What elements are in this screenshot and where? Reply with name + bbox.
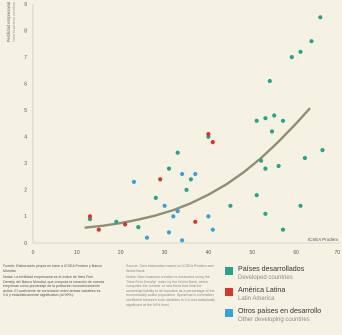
legend-swatch-developed [225,267,233,275]
data-point-developed [309,39,314,44]
source-text-es: Fuente: Elaboración propia en base a ICS… [3,264,103,273]
y-tick-label: 9 [24,2,27,8]
chart-legend: Países desarrollados Developed countries… [225,265,342,328]
data-point-developed [259,158,264,163]
x-axis-caption: ICSEA Prodem [308,237,339,242]
data-point-developing [193,171,198,177]
notes-text-es: Notas: La fertilidad empresarial es el í… [3,274,105,298]
data-point-developing [162,203,167,208]
data-point-latin_america [96,227,101,232]
x-tick-label: 20 [118,250,124,256]
y-tick-label: 1 [24,214,27,220]
data-point-developed [276,163,281,169]
legend-item-developed: Países desarrollados Developed countries [225,265,342,286]
y-axis-label-en: New business creation [11,2,16,42]
data-point-latin_america [193,219,198,224]
data-point-developed [153,195,158,200]
data-point-developing [175,209,180,214]
x-tick-label: 60 [293,250,299,256]
data-point-developed [280,227,286,232]
data-point-developing [166,230,172,235]
footer-source-es: Fuente: Elaboración propia en base a ICS… [3,264,106,300]
data-point-developed [166,166,172,171]
scatter-chart: 0 10 20 30 40 50 60 70 0 1 2 3 4 5 6 7 8 9 Fertilidad emp… [6,2,340,256]
data-point-developed [254,193,259,198]
data-point-developed [263,166,268,171]
source-text-en: Source: Own elaboration based on ICSEA P… [126,264,214,273]
y-tick-label: 4 [24,135,27,141]
legend-label-en: Latin America [238,296,275,302]
data-point-latin_america [87,214,93,219]
data-point-developing [180,171,185,177]
x-tick-label: 40 [206,250,212,256]
x-tick-label: 70 [334,250,340,256]
data-point-developed [289,55,294,60]
legend-item-latin-america: América Latina Latin America [225,286,342,307]
y-tick-label: 2 [24,188,27,194]
data-point-developed [263,211,268,216]
y-tick-label: 5 [24,108,27,114]
x-tick-label: 0 [32,250,35,256]
data-points-layer [87,15,325,243]
notes-text-en: Notes: New business creation is measured… [126,274,216,307]
data-point-latin_america [158,177,163,182]
legend-swatch-latin-america [225,288,233,296]
data-point-developed [136,225,141,230]
data-point-developing [180,238,185,243]
data-point-developed [298,203,303,208]
trend-line [84,107,311,229]
legend-label-en: Developed countries [238,275,293,281]
x-tick-label: 10 [74,250,80,256]
data-point-developed [318,15,323,20]
data-point-developed [280,118,286,123]
data-point-developed [254,118,259,123]
x-tick-label: 50 [250,250,256,256]
data-point-developing [206,214,211,219]
data-point-developed [267,78,272,84]
y-tick-label: 8 [24,28,27,34]
y-tick-label: 0 [24,241,27,247]
legend-label-es: América Latina [238,286,286,294]
data-point-developed [298,49,303,54]
y-tick-label: 6 [24,81,27,87]
chart-axes: 0 10 20 30 40 50 60 70 0 1 2 3 4 5 6 7 8 9 [24,2,340,256]
legend-label-es: Países desarrollados [238,265,305,273]
data-point-developed [228,203,233,208]
x-tick-label: 30 [162,250,168,256]
data-point-developing [171,214,176,219]
data-point-developed [114,219,119,224]
footer-source-en: Source: Own elaboration based on ICSEA P… [126,264,217,309]
data-point-latin_america [123,222,128,227]
data-point-developed [175,150,180,155]
data-point-latin_america [210,140,215,145]
y-tick-label: 3 [24,161,27,167]
data-point-developed [263,116,268,121]
legend-label-en: Other developing countries [238,317,310,323]
y-tick-label: 7 [24,55,27,61]
data-point-developing [210,227,215,232]
data-point-developed [188,177,193,182]
legend-item-developing: Otros países en desarrollo Other develop… [225,307,342,328]
data-point-developing [144,235,150,240]
y-axis-label: Fertilidad empresarial [6,2,11,42]
data-point-latin_america [206,132,211,137]
data-point-developed [272,113,277,118]
trend-line-layer [84,107,311,229]
legend-swatch-developing [225,309,233,317]
data-point-developed [320,148,325,153]
data-point-developed [302,155,307,161]
data-point-developed [184,187,189,192]
data-point-developing [131,179,136,184]
data-point-developed [269,129,275,134]
legend-label-es: Otros países en desarrollo [238,307,322,315]
